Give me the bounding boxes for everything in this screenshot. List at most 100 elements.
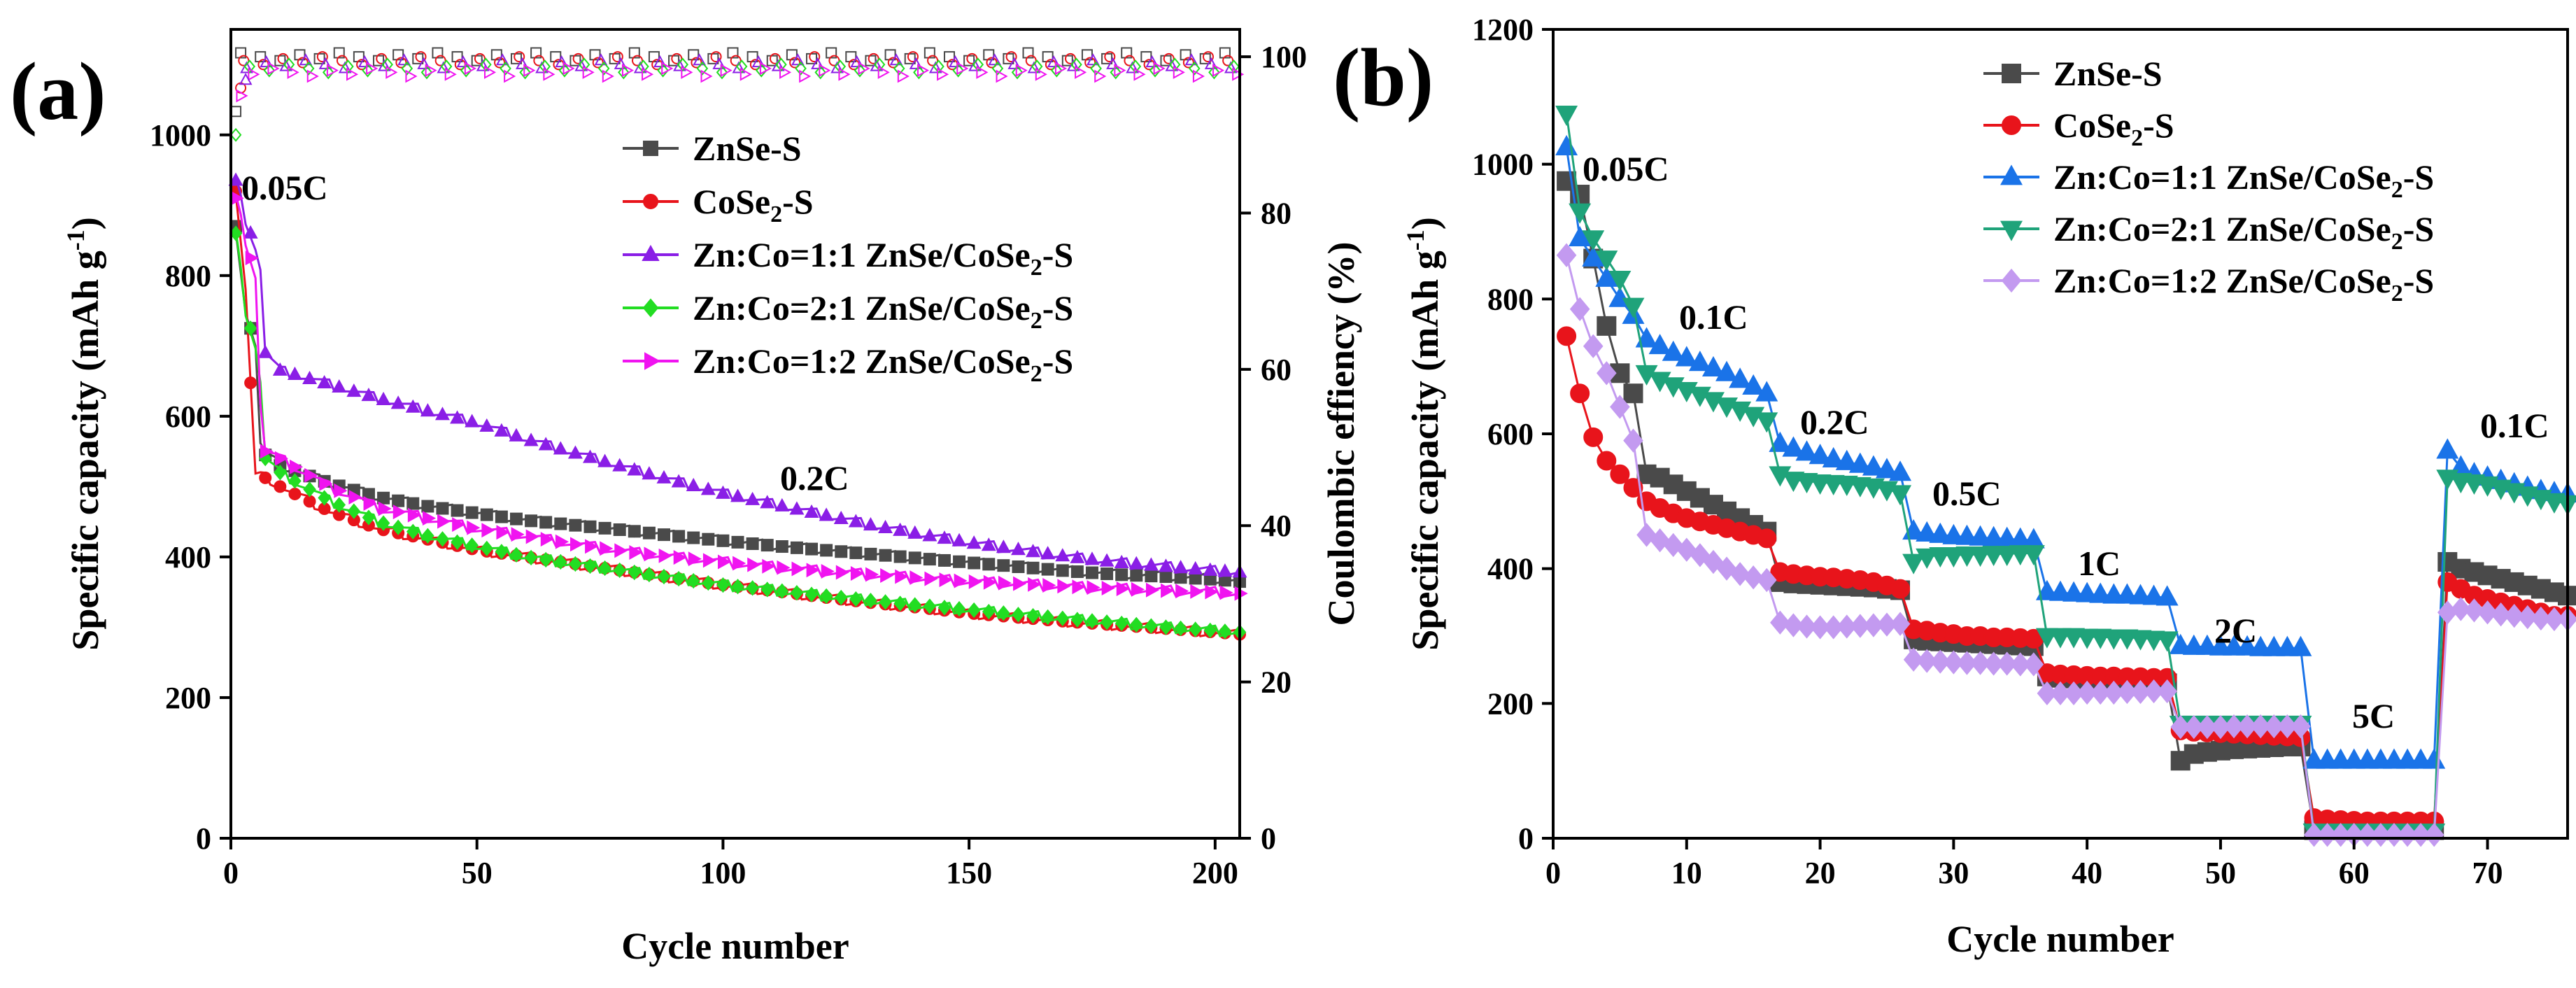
data-point-z12 <box>1028 577 1042 592</box>
data-point-z21 <box>1218 623 1232 640</box>
legend-marker-znse <box>643 141 658 156</box>
data-point-z12 <box>2144 679 2164 704</box>
data-point-z12 <box>1057 579 1071 594</box>
ce-point-z21 <box>342 59 354 74</box>
data-point-z21 <box>1955 546 1979 567</box>
annotation-b-0.5c: 0.5C <box>1932 474 2002 513</box>
data-point-z11 <box>2169 633 2192 654</box>
data-point-z12 <box>865 567 879 582</box>
data-point-znse <box>982 558 996 571</box>
ce-point-cose2 <box>474 52 486 64</box>
ce-point-z12 <box>838 67 851 81</box>
ce-point-z12 <box>1153 62 1166 76</box>
data-point-z12 <box>407 507 421 523</box>
ce-point-z21 <box>618 65 630 80</box>
data-point-z12 <box>702 553 716 568</box>
ce-point-early <box>236 89 248 103</box>
ce-point-znse <box>1160 55 1172 66</box>
ce-point-z11 <box>850 55 864 68</box>
data-point-z21 <box>686 572 700 589</box>
ce-point-z11 <box>811 57 824 69</box>
data-point-z21 <box>672 570 686 587</box>
data-point-z11 <box>981 537 996 551</box>
data-point-z11 <box>922 528 937 542</box>
panel-a-y2-axis-label: Coulombic effiency (%) <box>1320 242 1362 626</box>
data-point-z12 <box>422 511 437 526</box>
ce-point-cose2 <box>297 57 309 69</box>
data-point-z11 <box>1782 436 1805 457</box>
ce-point-z21 <box>1129 59 1142 74</box>
data-point-z12 <box>1205 584 1219 600</box>
data-point-z11 <box>376 391 391 405</box>
ce-point-cose2 <box>494 57 506 69</box>
data-point-z12 <box>1116 581 1130 596</box>
data-point-z11 <box>1889 460 1912 481</box>
x-tick-label: 0 <box>223 856 239 890</box>
data-point-z11 <box>612 458 628 472</box>
data-point-z21 <box>1982 546 2005 567</box>
ce-point-znse <box>1081 49 1093 61</box>
data-point-z12 <box>1703 549 1724 574</box>
ce-point-z12 <box>464 62 476 76</box>
ce-point-cose2 <box>1124 55 1135 66</box>
legend-label-z12: Zn:Co=1:2 ZnSe/CoSe2-S <box>2053 261 2434 306</box>
panel-b-legend: ZnSe-S CoSe2-S Zn:Co=1:1 ZnSe/CoSe2-S Zn:Co… <box>1983 54 2434 306</box>
ce-point-z21 <box>401 61 413 76</box>
data-point-z21 <box>1916 548 1939 570</box>
ce-point-cose2 <box>1084 57 1096 69</box>
ce-point-z11 <box>240 61 253 73</box>
data-point-z11 <box>361 388 376 402</box>
ce-point-z21 <box>775 57 787 72</box>
ce-point-cose2 <box>632 55 644 66</box>
data-point-znse <box>1159 570 1173 584</box>
annotation-0.05c: 0.05C <box>241 168 328 207</box>
ce-point-z11 <box>830 61 844 73</box>
ce-point-cose2 <box>611 51 623 63</box>
ce-point-z11 <box>1066 59 1080 71</box>
data-point-znse <box>716 534 730 547</box>
data-point-z12 <box>2370 823 2391 847</box>
ce-point-z21 <box>1051 63 1063 78</box>
data-point-z12 <box>1983 651 2004 676</box>
ce-point-z12 <box>1114 64 1126 78</box>
data-point-znse <box>598 521 611 535</box>
data-point-z21 <box>716 577 730 593</box>
legend-label-cose2: CoSe2-S <box>2053 106 2174 151</box>
data-point-z11 <box>2423 748 2446 769</box>
legend-marker-z21 <box>2000 220 2023 241</box>
data-point-z11 <box>686 477 701 491</box>
data-point-z11 <box>1084 551 1100 565</box>
data-point-z12 <box>1219 585 1233 600</box>
panel-a-legend: ZnSe-S CoSe2-S Zn:Co=1:1 ZnSe/CoSe2-S Zn:Co… <box>623 129 1073 387</box>
data-point-z11 <box>2316 748 2339 769</box>
data-point-cose2 <box>1583 427 1604 447</box>
ce-point-z21 <box>440 59 453 74</box>
data-point-z12 <box>2037 681 2058 706</box>
ce-point-z21 <box>460 63 472 78</box>
y2-tick-label: 60 <box>1261 353 1291 387</box>
panel-a-label: (a) <box>10 45 106 137</box>
ce-point-znse <box>648 51 660 63</box>
ce-point-z12 <box>405 69 418 83</box>
data-point-z21 <box>1012 607 1025 623</box>
data-point-znse <box>923 553 936 566</box>
data-point-z12 <box>644 546 658 562</box>
data-point-z11 <box>346 383 362 397</box>
ce-point-early <box>229 127 242 142</box>
data-point-z12 <box>334 483 348 498</box>
data-point-z11 <box>1203 562 1218 576</box>
data-point-z11 <box>1026 544 1041 558</box>
ce-point-z11 <box>417 57 431 69</box>
data-point-znse <box>642 526 656 539</box>
ce-point-znse <box>963 55 975 66</box>
panel-b-y-axis-label: Specific capacity (mAh g-1) <box>1401 217 1446 650</box>
data-point-z21 <box>1056 610 1070 626</box>
data-point-z12 <box>290 459 304 474</box>
data-point-znse <box>864 547 877 560</box>
data-point-z11 <box>1969 525 1992 546</box>
ce-point-z11 <box>574 59 588 71</box>
ce-point-z12 <box>642 67 654 81</box>
data-point-z11 <box>863 517 878 531</box>
data-point-z11 <box>2356 748 2379 769</box>
